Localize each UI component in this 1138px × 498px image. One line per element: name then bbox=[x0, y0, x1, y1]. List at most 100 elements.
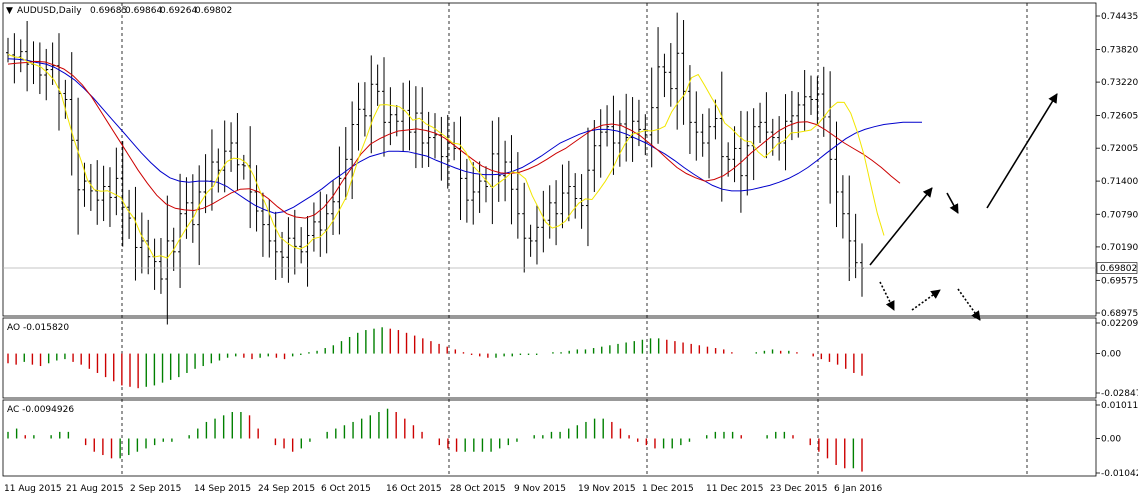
price-bar bbox=[331, 180, 336, 235]
price-bar bbox=[464, 158, 469, 223]
arrow-solid-up-1[interactable] bbox=[869, 187, 933, 266]
main-pane[interactable] bbox=[2, 2, 1097, 317]
price-bar bbox=[69, 52, 74, 176]
price-bar bbox=[534, 205, 539, 265]
x-tick-label: 11 Aug 2015 bbox=[4, 484, 62, 494]
price-bar bbox=[687, 65, 692, 154]
price-bar bbox=[847, 175, 852, 282]
arrow-solid-up-2[interactable] bbox=[986, 93, 1058, 209]
price-bar bbox=[337, 146, 342, 235]
x-tick-label: 6 Oct 2015 bbox=[321, 484, 371, 494]
price-bar bbox=[286, 217, 291, 283]
y-tick-label: 0.00 bbox=[1101, 434, 1121, 444]
price-bar bbox=[515, 152, 520, 239]
price-bar bbox=[662, 53, 667, 98]
price-bar bbox=[509, 135, 514, 225]
price-bar bbox=[656, 27, 661, 144]
price-bar bbox=[694, 91, 699, 161]
price-bar bbox=[643, 114, 648, 156]
symbol-label: AUDUSD,Daily bbox=[17, 6, 82, 16]
price-bar bbox=[350, 101, 355, 200]
price-bar bbox=[88, 163, 93, 211]
price-bar bbox=[617, 110, 622, 167]
x-tick-label: 6 Jan 2016 bbox=[834, 484, 882, 494]
price-bar bbox=[840, 175, 845, 239]
price-bar bbox=[318, 191, 323, 257]
y-tick-label: -0.028473 bbox=[1101, 389, 1138, 399]
price-bar bbox=[719, 71, 724, 202]
x-tick-label: 24 Sep 2015 bbox=[258, 484, 315, 494]
price-bar bbox=[197, 165, 202, 266]
price-bar bbox=[834, 121, 839, 228]
price-bar bbox=[471, 162, 476, 225]
price-bar bbox=[745, 111, 750, 196]
y-axis-ticks: 0.74435 0.73820 0.73220 0.72605 0.72005 0.714… bbox=[1096, 12, 1138, 479]
price-bar bbox=[554, 180, 559, 246]
price-bar bbox=[853, 213, 858, 279]
price-bar bbox=[356, 82, 361, 151]
ma-blue-line bbox=[7, 58, 922, 214]
price-bar bbox=[789, 90, 794, 141]
price-bar bbox=[649, 67, 654, 168]
period-separators bbox=[121, 3, 1028, 476]
arrow-dotted-down-1[interactable] bbox=[879, 281, 895, 311]
price-bar bbox=[420, 87, 425, 168]
price-bar bbox=[222, 120, 227, 193]
arrow-dotted-up-1[interactable] bbox=[911, 289, 941, 311]
x-axis-ticks: 11 Aug 2015 21 Aug 2015 2 Sep 2015 14 Sep 2… bbox=[4, 484, 882, 494]
forecast-arrows[interactable] bbox=[869, 93, 1058, 321]
price-bar bbox=[25, 20, 30, 92]
y-tick-label: 0.68975 bbox=[1101, 309, 1138, 319]
price-bar bbox=[668, 43, 673, 107]
x-tick-label: 28 Oct 2015 bbox=[450, 484, 506, 494]
ao-pane[interactable] bbox=[2, 317, 1097, 399]
price-bar bbox=[235, 113, 240, 191]
collapse-icon[interactable]: ▼ bbox=[6, 6, 13, 16]
price-bar bbox=[732, 126, 737, 183]
price-bar bbox=[292, 209, 297, 275]
price-bar bbox=[726, 142, 731, 177]
price-bar bbox=[165, 195, 170, 325]
price-bar bbox=[127, 189, 132, 239]
price-bar bbox=[241, 154, 246, 180]
y-tick-label: 0.72005 bbox=[1101, 144, 1138, 154]
high-value: 0.69864 bbox=[125, 6, 162, 16]
price-bar bbox=[63, 79, 68, 119]
moving-averages bbox=[7, 54, 922, 259]
price-bar bbox=[636, 99, 641, 147]
price-bar bbox=[254, 165, 259, 232]
price-bar bbox=[107, 167, 112, 227]
price-bar bbox=[630, 97, 635, 162]
price-bar bbox=[547, 185, 552, 239]
price-bar bbox=[700, 113, 705, 157]
price-bar bbox=[413, 86, 418, 169]
price-bar bbox=[273, 211, 278, 280]
price-bar bbox=[528, 224, 533, 257]
x-tick-label: 11 Dec 2015 bbox=[706, 484, 764, 494]
price-bar bbox=[573, 173, 578, 219]
ac-histogram bbox=[7, 408, 863, 472]
ma-red-line bbox=[7, 60, 901, 219]
y-tick-label: 0.70790 bbox=[1101, 210, 1138, 220]
price-bar bbox=[280, 231, 285, 278]
close-value: 0.69802 bbox=[195, 6, 232, 16]
price-bar bbox=[114, 147, 119, 216]
y-tick-label: 0.010119 bbox=[1101, 401, 1138, 411]
y-tick-label: -0.010426 bbox=[1101, 469, 1138, 479]
price-bar bbox=[216, 148, 221, 193]
price-bar bbox=[605, 105, 610, 147]
ac-pane[interactable] bbox=[2, 399, 1097, 477]
price-bar bbox=[809, 75, 814, 115]
price-bar bbox=[681, 20, 686, 125]
price-bar bbox=[388, 87, 393, 146]
price-bar bbox=[426, 111, 431, 167]
x-tick-label: 23 Dec 2015 bbox=[770, 484, 828, 494]
ao-histogram bbox=[7, 327, 863, 389]
y-tick-label: 0.70190 bbox=[1101, 243, 1138, 253]
arrow-solid-down-1[interactable] bbox=[946, 192, 959, 214]
x-tick-label: 19 Nov 2015 bbox=[578, 484, 636, 494]
price-bar bbox=[758, 102, 763, 143]
price-bar bbox=[764, 92, 769, 159]
open-value: 0.69685 bbox=[90, 6, 127, 16]
